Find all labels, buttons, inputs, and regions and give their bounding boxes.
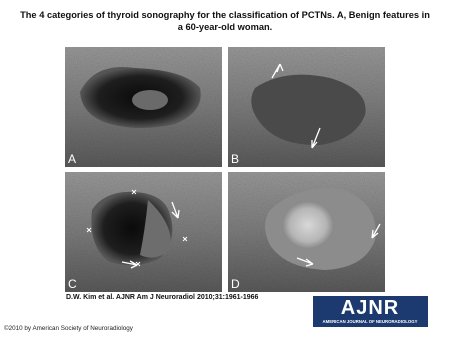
arrow xyxy=(171,201,180,219)
logo-name: AJNR xyxy=(341,297,399,319)
logo-subtitle: AMERICAN JOURNAL OF NEURORADIOLOGY xyxy=(323,319,418,324)
panel-c: C xyxy=(65,172,222,292)
caliper-marks xyxy=(86,189,188,267)
panel-a: A xyxy=(65,47,222,167)
arrow xyxy=(121,260,138,269)
panel-b: B xyxy=(228,47,385,167)
solid-portion xyxy=(140,200,171,258)
logo-background xyxy=(313,296,428,327)
solid-portion xyxy=(282,201,334,249)
copyright: ©2010 by American Society of Neuroradiol… xyxy=(4,325,133,332)
panel-d: D xyxy=(228,172,385,292)
panel-label: B xyxy=(231,152,239,166)
septum xyxy=(132,90,168,110)
lesion xyxy=(251,74,366,146)
arrow xyxy=(271,63,284,79)
figure-title: The 4 categories of thyroid sonography f… xyxy=(20,10,430,32)
arrow xyxy=(371,223,381,239)
panel-label: D xyxy=(231,277,240,291)
arrow xyxy=(296,257,314,267)
panel-label: C xyxy=(68,277,77,291)
arrow xyxy=(311,127,321,149)
panel-label: A xyxy=(68,152,76,166)
journal-logo: AJNR AMERICAN JOURNAL OF NEURORADIOLOGY xyxy=(313,296,428,327)
citation: D.W. Kim et al. AJNR Am J Neuroradiol 20… xyxy=(66,294,259,301)
